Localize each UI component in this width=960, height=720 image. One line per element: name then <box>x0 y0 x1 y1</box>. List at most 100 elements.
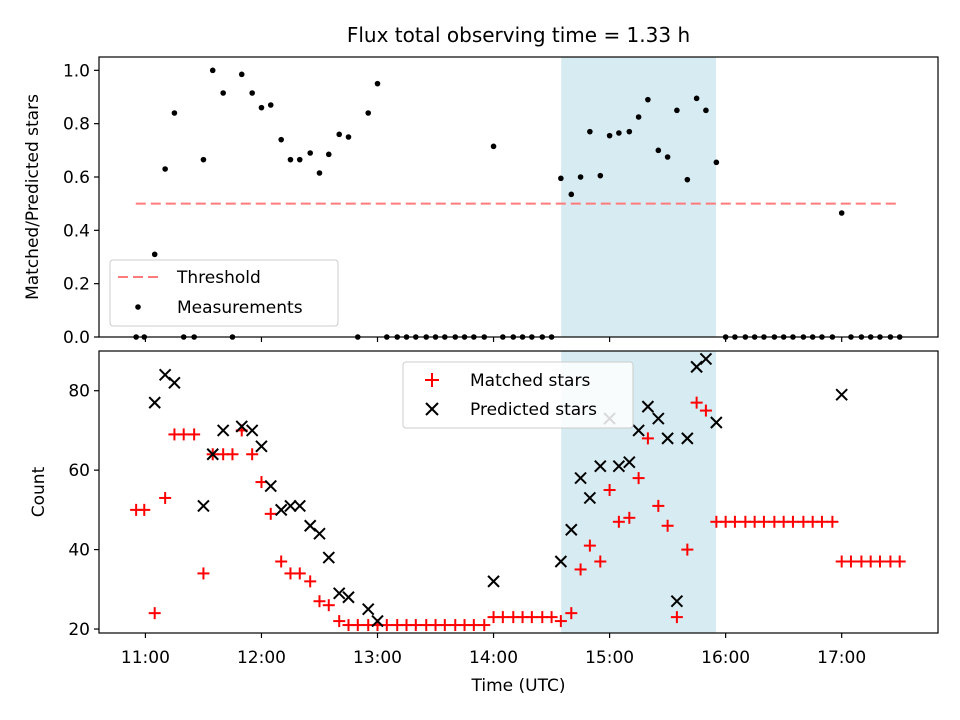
measurement-point <box>664 154 671 160</box>
top-y-tick-label: 0.6 <box>63 168 90 188</box>
matched-star-point <box>409 619 422 632</box>
matched-star-point <box>304 575 317 588</box>
predicted-star-point <box>333 587 346 600</box>
predicted-star-point <box>835 388 848 401</box>
bottom-legend-box <box>402 361 634 429</box>
measurement-point <box>606 132 613 139</box>
measurement-point <box>616 130 622 136</box>
matched-star-point <box>757 515 770 528</box>
legend-matched-swatch <box>425 373 439 387</box>
legend-matched-label: Matched stars <box>470 371 590 391</box>
matched-star-point <box>159 491 172 504</box>
matched-star-point <box>525 611 538 624</box>
measurement-point <box>838 210 845 216</box>
matched-star-point <box>728 515 741 528</box>
measurement-point <box>336 131 343 138</box>
measurement-point <box>307 150 314 156</box>
predicted-star-point <box>670 595 684 608</box>
predicted-star-point <box>235 420 248 433</box>
matched-star-point <box>264 507 277 520</box>
measurement-point <box>597 172 604 179</box>
matched-star-point <box>148 607 161 620</box>
measurement-point <box>568 191 575 198</box>
measurement-point <box>655 147 662 154</box>
measurement-point <box>490 143 497 150</box>
matched-star-point <box>786 515 799 528</box>
matched-star-point <box>565 607 578 620</box>
predicted-star-point <box>168 376 181 389</box>
predicted-star-point <box>245 424 259 437</box>
matched-star-point <box>545 611 558 624</box>
x-axis-label: Time (UTC) <box>471 676 566 696</box>
top-axes-frame <box>98 56 939 338</box>
predicted-star-point <box>206 448 219 461</box>
legend-predicted-label: Predicted stars <box>470 400 597 420</box>
top-y-tick-label: 0.2 <box>63 275 90 295</box>
matched-star-point <box>670 611 683 624</box>
bottom-y-tick-label: 80 <box>68 382 90 402</box>
predicted-star-point <box>554 555 568 568</box>
predicted-star-point <box>641 400 655 413</box>
matched-star-point <box>873 555 886 568</box>
matched-star-point <box>246 448 259 461</box>
measurement-point <box>645 96 651 103</box>
legend-threshold-label: Threshold <box>176 268 261 288</box>
matched-star-point <box>293 567 306 580</box>
measurement-point <box>325 151 332 158</box>
predicted-star-point <box>583 491 597 505</box>
matched-star-point <box>177 428 190 441</box>
predicted-star-point <box>255 440 268 453</box>
measurement-point <box>278 136 284 143</box>
x-tick-label: 14:00 <box>469 648 518 668</box>
predicted-star-point <box>612 459 626 473</box>
measurement-point <box>220 90 226 96</box>
top-panel: 0.0 0.2 0.4 0.6 0.8 1.0 Flux total observing … <box>23 23 939 348</box>
measurement-point <box>151 251 158 258</box>
measurement-point <box>209 67 216 74</box>
top-y-tick-label: 0.8 <box>63 115 90 135</box>
predicted-star-point <box>274 503 288 517</box>
predicted-star-point <box>661 432 674 445</box>
x-tick-label: 16:00 <box>701 648 750 668</box>
top-y-tick-label: 0.0 <box>63 328 90 348</box>
bottom-y-tick-label: 20 <box>68 620 90 640</box>
matched-star-point <box>699 404 712 417</box>
measurement-point <box>267 102 274 108</box>
top-y-axis-label: Matched/Predicted stars <box>23 94 43 300</box>
measurement-point <box>200 156 207 163</box>
measurement-point <box>587 128 593 135</box>
matched-star-point <box>574 563 587 576</box>
predicted-star-point <box>313 527 326 540</box>
legend-measurements-label: Measurements <box>177 298 303 318</box>
predicted-star-point <box>699 352 713 366</box>
predicted-star-point <box>362 602 375 616</box>
chart-title: Flux total observing time = 1.33 h <box>347 23 690 47</box>
matched-star-point <box>632 472 645 485</box>
legend-predicted-swatch <box>425 402 439 416</box>
top-legend: Threshold Measurements <box>109 259 339 327</box>
matched-star-point <box>690 396 703 409</box>
predicted-star-point <box>197 499 210 513</box>
measurement-point <box>684 176 691 183</box>
matched-star-point <box>313 595 326 608</box>
matched-star-point <box>844 555 857 568</box>
predicted-star-point <box>148 396 161 409</box>
matched-star-point <box>583 539 596 552</box>
predicted-star-point <box>632 424 645 437</box>
predicted-star-point <box>710 416 723 429</box>
matched-star-point <box>333 615 346 628</box>
matched-star-point <box>478 619 491 632</box>
predicted-star-point <box>623 456 636 469</box>
predicted-star-point <box>342 591 355 604</box>
matched-star-point <box>322 599 335 612</box>
matched-star-point <box>681 543 694 556</box>
predicted-star-point <box>574 471 587 485</box>
measurement-point <box>674 107 680 114</box>
measurement-point <box>238 71 245 78</box>
matched-star-point <box>815 515 828 528</box>
measurement-point <box>558 175 564 182</box>
matched-star-point <box>612 515 625 528</box>
predicted-star-point <box>594 459 607 473</box>
bottom-y-tick-label: 60 <box>68 461 90 481</box>
